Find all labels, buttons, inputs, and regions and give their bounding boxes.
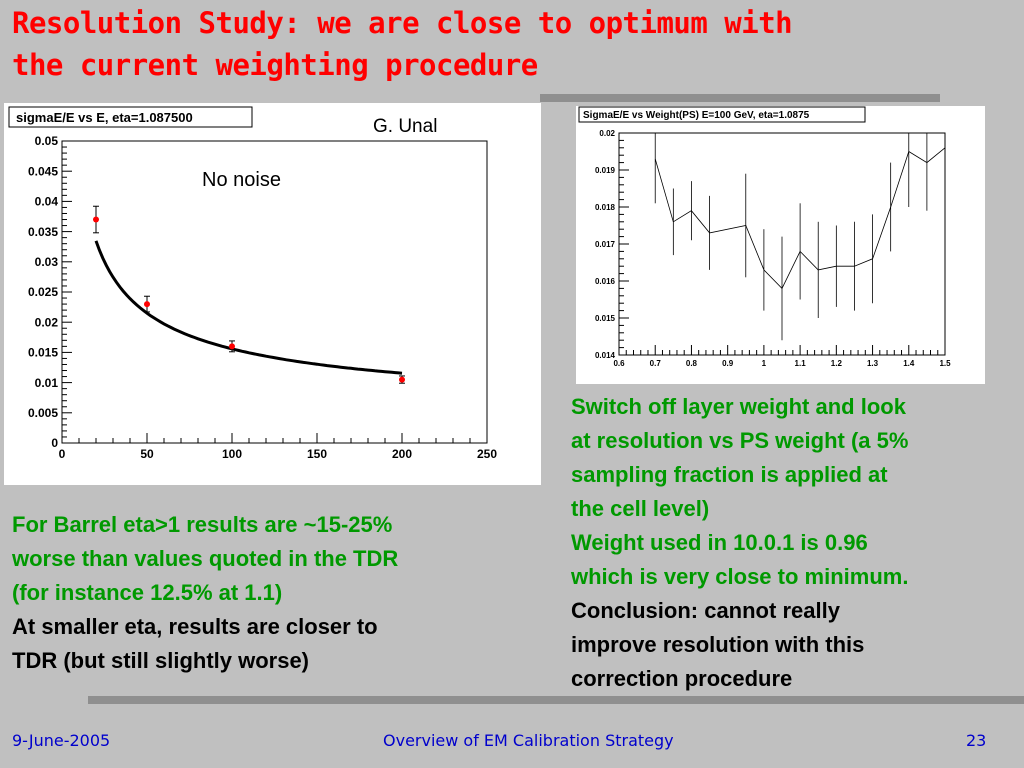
lc-x-tick-label: 250 <box>477 447 497 461</box>
rc-x-tick-label: 1 <box>762 359 767 368</box>
lc-y-tick-label: 0.045 <box>28 164 58 178</box>
right-black-line: Conclusion: cannot really <box>571 598 840 623</box>
rc-y-tick-label: 0.015 <box>595 314 616 323</box>
rc-y-tick-label: 0.017 <box>595 240 616 249</box>
left-chart-title-box <box>8 106 253 128</box>
title-divider <box>540 94 940 102</box>
right-black-line: improve resolution with this <box>571 632 865 657</box>
rc-x-tick-label: 0.6 <box>613 359 625 368</box>
right-green-line: the cell level) <box>571 496 710 521</box>
left-green-line: For Barrel eta>1 results are ~15-25% <box>12 512 393 537</box>
right-chart-panel: SigmaE/E vs Weight(PS) E=100 GeV, eta=1.… <box>576 106 985 384</box>
rc-y-tick-label: 0.02 <box>599 129 615 138</box>
rc-y-tick-label: 0.016 <box>595 277 616 286</box>
rc-y-tick-label: 0.018 <box>595 203 616 212</box>
right-green-line: Switch off layer weight and look <box>571 394 906 419</box>
title-line-2: the current weighting procedure <box>12 48 538 82</box>
rc-x-tick-label: 1.2 <box>831 359 843 368</box>
lc-x-tick-label: 50 <box>140 447 154 461</box>
rc-x-tick-label: 1.4 <box>903 359 915 368</box>
lc-data-point <box>93 216 99 223</box>
right-green-line: which is very close to minimum. <box>571 564 909 589</box>
rc-x-tick-label: 0.9 <box>722 359 734 368</box>
lc-x-tick-label: 150 <box>307 447 327 461</box>
lc-y-tick-label: 0.005 <box>28 406 58 420</box>
lc-y-tick-label: 0.03 <box>35 255 59 269</box>
right-text-block: Switch off layer weight and look at reso… <box>571 390 1021 696</box>
slide-title: Resolution Study: we are close to optimu… <box>12 2 1012 86</box>
rc-x-tick-label: 1.3 <box>867 359 879 368</box>
lc-data-point <box>399 376 405 383</box>
left-black-line: TDR (but still slightly worse) <box>12 648 310 673</box>
lc-x-tick-label: 200 <box>392 447 412 461</box>
no-noise-label: No noise <box>202 169 281 191</box>
title-line-1: Resolution Study: we are close to optimu… <box>12 6 793 40</box>
right-green-line: at resolution vs PS weight (a 5% <box>571 428 909 453</box>
credit-label: G. Unal <box>373 116 437 137</box>
lc-y-tick-label: 0.04 <box>35 195 59 209</box>
footer-divider <box>88 696 1024 704</box>
lc-x-tick-label: 100 <box>222 447 242 461</box>
right-chart-title: SigmaE/E vs Weight(PS) E=100 GeV, eta=1.… <box>583 110 810 121</box>
lc-y-tick-label: 0.025 <box>28 285 58 299</box>
lc-data-point <box>144 301 150 308</box>
rc-x-tick-label: 0.8 <box>686 359 698 368</box>
right-green-line: Weight used in 10.0.1 is 0.96 <box>571 530 868 555</box>
lc-fit-curve <box>94 240 403 375</box>
rc-y-tick-label: 0.014 <box>595 351 616 360</box>
lc-y-tick-label: 0.02 <box>35 315 59 329</box>
right-chart-title-box <box>578 106 866 123</box>
lc-y-tick-label: 0 <box>51 436 58 450</box>
footer-title: Overview of EM Calibration Strategy <box>383 731 674 750</box>
rc-y-tick-label: 0.019 <box>595 166 616 175</box>
rc-x-tick-label: 0.7 <box>650 359 662 368</box>
rc-x-tick-label: 1.5 <box>939 359 951 368</box>
lc-y-tick-label: 0.015 <box>28 346 58 360</box>
lc-y-tick-label: 0.035 <box>28 225 58 239</box>
left-chart-title: sigmaE/E vs E, eta=1.087500 <box>16 110 193 125</box>
rc-x-tick-label: 1.1 <box>795 359 807 368</box>
right-black-line: correction procedure <box>571 666 793 691</box>
right-green-line: sampling fraction is applied at <box>571 462 888 487</box>
left-chart-panel: sigmaE/E vs E, eta=1.087500 G. Unal No n… <box>4 103 541 485</box>
left-chart: sigmaE/E vs E, eta=1.087500 G. Unal No n… <box>8 106 497 461</box>
page-number: 23 <box>966 731 987 750</box>
lc-data-point <box>229 343 235 350</box>
lc-y-tick-label: 0.01 <box>35 376 59 390</box>
left-black-line: At smaller eta, results are closer to <box>12 614 378 639</box>
lc-x-tick-label: 0 <box>59 447 66 461</box>
footer-date: 9-June-2005 <box>12 731 111 750</box>
right-chart: SigmaE/E vs Weight(PS) E=100 GeV, eta=1.… <box>578 106 951 368</box>
rc-series-line <box>654 147 946 290</box>
left-green-line: worse than values quoted in the TDR <box>12 546 399 571</box>
lc-y-tick-label: 0.05 <box>35 134 59 148</box>
left-green-line: (for instance 12.5% at 1.1) <box>12 580 283 605</box>
left-text-block: For Barrel eta>1 results are ~15-25% wor… <box>12 508 532 678</box>
